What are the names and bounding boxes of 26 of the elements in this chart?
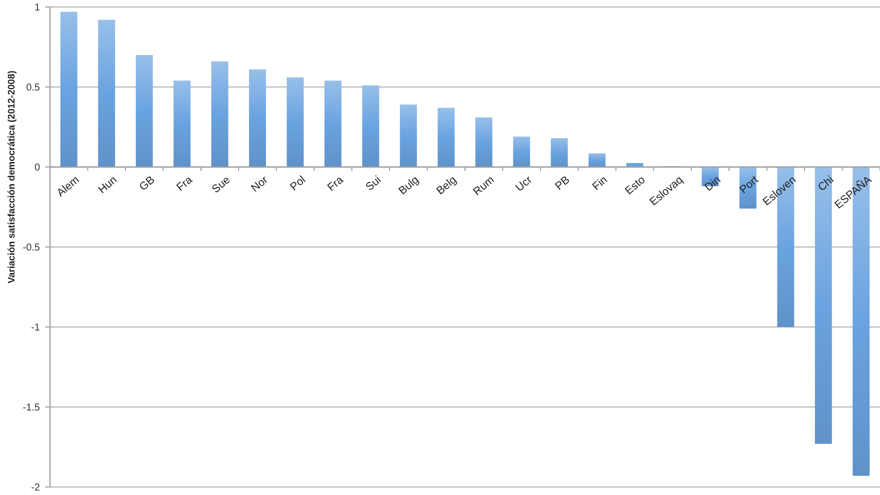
y-axis-title: Variación satisfacción democrática (2012-2008)	[6, 70, 18, 284]
y-tick-label: 0.5	[26, 82, 40, 94]
x-tick-label: Sui	[364, 174, 384, 194]
x-tick-label: Chi	[816, 174, 836, 194]
x-tick-label: Pol	[288, 174, 308, 194]
y-tick-label: 1	[34, 2, 40, 14]
x-tick-label: Din	[702, 174, 724, 194]
x-tick-label: Fin	[590, 174, 610, 194]
x-tick-label: Rum	[471, 174, 497, 198]
y-tick-label: 0	[34, 162, 40, 174]
x-tick-label: Ucr	[514, 174, 535, 194]
x-tick-label: Bulg	[396, 174, 422, 198]
x-tick-label: GB	[137, 174, 158, 194]
x-tick-label: PB	[553, 174, 572, 193]
x-tick-label: Esto	[623, 174, 648, 198]
x-tick-label: Belg	[434, 174, 460, 198]
x-tick-label: Nor	[249, 174, 271, 195]
y-tick-label: -1.5	[22, 402, 40, 414]
x-tick-label: Fra	[174, 173, 196, 194]
x-tick-label: Sue	[210, 174, 233, 196]
y-tick-label: -0.5	[22, 242, 40, 254]
x-tick-label: Fra	[325, 173, 347, 194]
y-tick-label: -2	[31, 482, 40, 494]
y-tick-label: -1	[31, 322, 40, 334]
x-tick-label: Port	[738, 174, 761, 196]
x-tick-label: Hun	[96, 174, 120, 196]
